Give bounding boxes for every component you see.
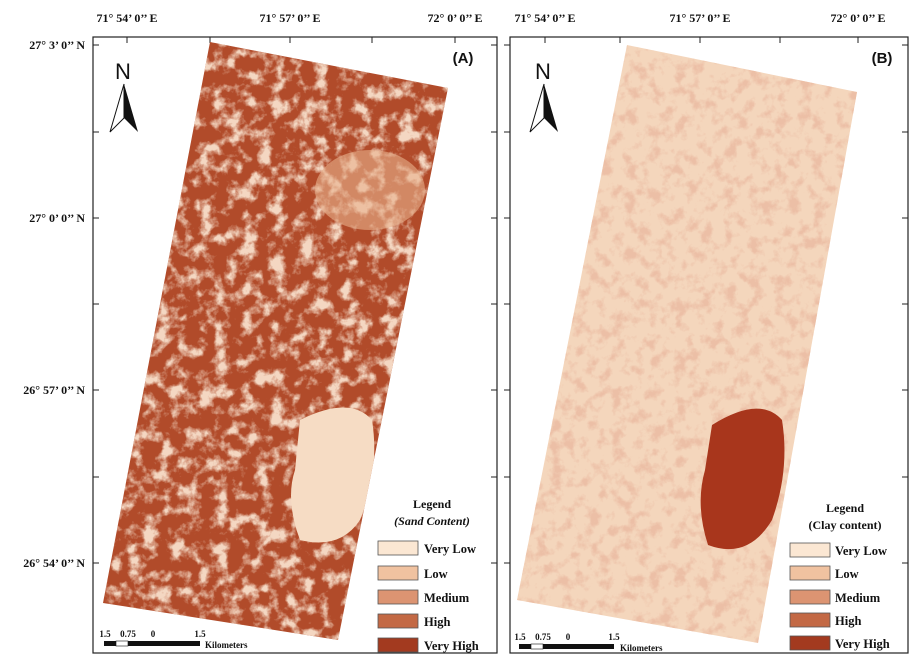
- figure: 71° 54’ 0’’ E 71° 57’ 0’’ E 72° 0’ 0’’ E…: [0, 0, 911, 657]
- scale-label: 0: [151, 629, 156, 639]
- legend-subtitle: (Clay content): [809, 518, 882, 532]
- legend-item: High: [424, 615, 450, 629]
- legend-title: Legend: [826, 501, 864, 515]
- lat-label: 26° 54’ 0’’ N: [23, 556, 85, 570]
- scale-label: 0: [566, 632, 571, 642]
- panel-label: (B): [872, 50, 893, 67]
- legend-item: Medium: [424, 591, 470, 605]
- scale-label: 0.75: [535, 632, 551, 642]
- panel-a: (A) N Legend (Sand Content) Very Low Low…: [90, 30, 497, 653]
- north-label: N: [115, 59, 131, 84]
- lon-label: 71° 54’ 0’’ E: [96, 11, 157, 25]
- legend-subtitle: (Sand Content): [394, 514, 470, 528]
- north-label: N: [535, 59, 551, 84]
- legend-item: Low: [835, 567, 859, 581]
- legend: Legend (Sand Content) Very Low Low Mediu…: [378, 497, 479, 653]
- legend-item: Very Low: [424, 542, 476, 556]
- lon-label: 71° 57’ 0’’ E: [669, 11, 730, 25]
- scale-label: 0.75: [120, 629, 136, 639]
- latitude-labels: 27° 3’ 0’’ N 27° 0’ 0’’ N 26° 57’ 0’’ N …: [23, 38, 85, 570]
- legend-item: Medium: [835, 591, 881, 605]
- scale-label: 1.5: [99, 629, 111, 639]
- lat-label: 27° 3’ 0’’ N: [29, 38, 85, 52]
- lon-label: 72° 0’ 0’’ E: [830, 11, 885, 25]
- legend-item: Very High: [835, 637, 890, 651]
- panel-b: (B) N Legend (Clay content) Very Low Low…: [504, 30, 908, 653]
- north-arrow: N: [530, 59, 558, 132]
- panel-label: (A): [453, 50, 474, 67]
- scale-label: 1.5: [608, 632, 620, 642]
- legend-item: Low: [424, 567, 448, 581]
- scale-bar: 1.5 0.75 0 1.5 Kilometers: [514, 632, 663, 653]
- north-arrow: N: [110, 59, 138, 132]
- scale-unit: Kilometers: [205, 640, 248, 650]
- legend: Legend (Clay content) Very Low Low Mediu…: [790, 501, 890, 651]
- map-raster: [90, 30, 460, 650]
- legend-title: Legend: [413, 497, 451, 511]
- lon-label: 71° 57’ 0’’ E: [259, 11, 320, 25]
- scale-unit: Kilometers: [620, 643, 663, 653]
- scale-label: 1.5: [514, 632, 526, 642]
- lat-label: 27° 0’ 0’’ N: [29, 211, 85, 225]
- legend-item: Very High: [424, 639, 479, 653]
- lon-label: 72° 0’ 0’’ E: [427, 11, 482, 25]
- legend-item: High: [835, 614, 861, 628]
- scale-bar: 1.5 0.75 0 1.5 Kilometers: [99, 629, 248, 650]
- lat-label: 26° 57’ 0’’ N: [23, 383, 85, 397]
- lon-label: 71° 54’ 0’’ E: [514, 11, 575, 25]
- legend-item: Very Low: [835, 544, 887, 558]
- longitude-labels: 71° 54’ 0’’ E 71° 57’ 0’’ E 72° 0’ 0’’ E…: [96, 11, 885, 25]
- scale-label: 1.5: [194, 629, 206, 639]
